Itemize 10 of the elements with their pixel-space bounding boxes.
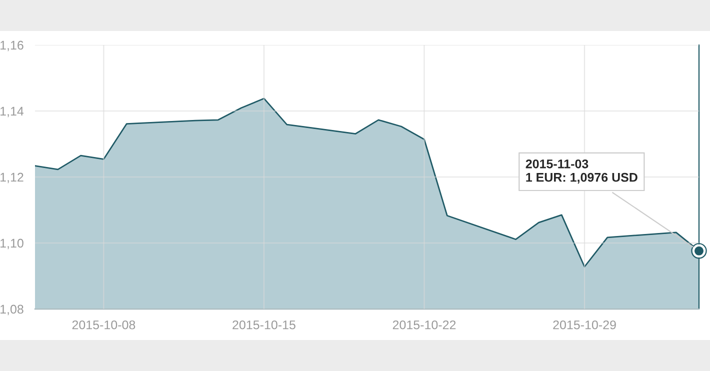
y-tick-label: 1,10 — [0, 238, 24, 250]
x-tick-label: 2015-10-22 — [392, 320, 456, 330]
y-tick-label: 1,12 — [0, 172, 24, 184]
x-tick-label: 2015-10-29 — [553, 320, 616, 330]
y-tick-label: 1,16 — [0, 40, 24, 52]
x-tick-label: 2015-10-15 — [232, 320, 296, 330]
y-tick-label: 1,14 — [0, 106, 24, 118]
y-tick-label: 1,08 — [0, 304, 24, 316]
x-tick-label: 2015-10-08 — [72, 320, 136, 330]
annotation: 2015-11-03 1 EUR: 1,0976 USD — [526, 159, 638, 184]
